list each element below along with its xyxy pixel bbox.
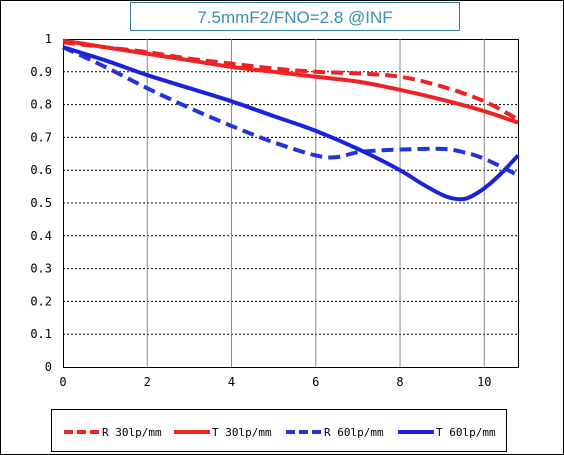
x-tick-label: 8 <box>396 375 403 389</box>
y-tick-label: 0.7 <box>30 130 52 144</box>
y-tick-label: 0.3 <box>30 262 52 276</box>
x-tick-label: 0 <box>59 375 66 389</box>
y-tick-label: 1 <box>45 32 52 46</box>
y-tick-label: 0.9 <box>30 65 52 79</box>
legend-label: R 60lp/mm <box>324 426 384 439</box>
y-tick-label: 0.4 <box>30 229 52 243</box>
series-line-3 <box>62 45 519 177</box>
y-tick-label: 0.1 <box>30 327 52 341</box>
y-tick-label: 0.8 <box>30 98 52 112</box>
x-tick-label: 6 <box>312 375 319 389</box>
chart-title: 7.5mmF2/FNO=2.8 @INF <box>197 8 392 27</box>
legend-label: R 30lp/mm <box>102 426 162 439</box>
legend: R 30lp/mm T 30lp/mm R 60lp/mm T 60lp/mm <box>64 426 496 439</box>
y-tick-label: 0.5 <box>30 196 52 210</box>
x-tick-label: 2 <box>144 375 151 389</box>
grid-lines <box>63 39 518 367</box>
x-tick-label: 10 <box>477 375 491 389</box>
legend-label: T 60lp/mm <box>436 426 496 439</box>
x-tick-label: 4 <box>228 375 235 389</box>
legend-label: T 30lp/mm <box>212 426 272 439</box>
series-line-2 <box>62 38 519 125</box>
chart-title-box <box>130 2 460 31</box>
y-tick-label: 0.2 <box>30 294 52 308</box>
y-tick-label: 0.6 <box>30 163 52 177</box>
series-line-4 <box>62 45 520 202</box>
y-tick-label: 0 <box>45 360 52 374</box>
x-axis-ticks: 0 2 4 6 8 10 <box>59 375 491 389</box>
y-axis-ticks: 0 0.1 0.2 0.3 0.4 0.5 0.6 0.7 0.8 0.9 1 <box>30 32 52 374</box>
series-lines <box>62 38 520 202</box>
